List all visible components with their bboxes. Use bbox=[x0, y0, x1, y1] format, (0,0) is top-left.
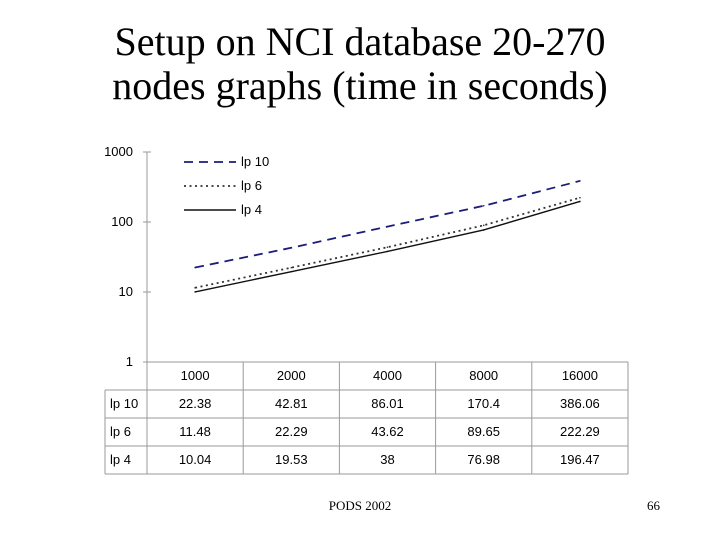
data-point bbox=[482, 229, 485, 231]
table-cell: 386.06 bbox=[560, 396, 600, 411]
y-tick-label: 1000 bbox=[104, 144, 133, 159]
series-line-lp-10 bbox=[194, 180, 581, 269]
table-cell: 86.01 bbox=[371, 396, 404, 411]
data-point bbox=[579, 200, 581, 203]
table-cell: 11.48 bbox=[179, 424, 211, 439]
data-point bbox=[194, 287, 196, 289]
table-cell: 89.65 bbox=[467, 424, 500, 439]
category-label: 2000 bbox=[277, 368, 306, 383]
slide-title-line-1: Setup on NCI database 20-270 bbox=[114, 19, 606, 64]
category-label: 8000 bbox=[469, 368, 498, 383]
footer-text: PODS 2002 bbox=[328, 498, 392, 513]
category-label: 1000 bbox=[181, 368, 210, 383]
legend-label: lp 6 bbox=[241, 178, 262, 193]
table-cell: 10.04 bbox=[179, 452, 212, 467]
data-point bbox=[290, 246, 293, 249]
data-point bbox=[386, 246, 389, 249]
table-cell: 19.53 bbox=[275, 452, 308, 467]
data-point bbox=[482, 224, 485, 227]
category-label: 4000 bbox=[373, 368, 402, 383]
data-point bbox=[579, 180, 581, 182]
y-tick-label: 100 bbox=[111, 214, 133, 229]
data-point bbox=[194, 266, 196, 269]
data-point bbox=[290, 266, 293, 269]
data-point bbox=[386, 225, 389, 228]
slide-title-line-2: nodes graphs (time in seconds) bbox=[112, 63, 608, 108]
table-row-label: lp 10 bbox=[110, 396, 138, 411]
data-point bbox=[290, 270, 293, 273]
data-point bbox=[386, 250, 389, 253]
y-tick-label: 1 bbox=[126, 354, 133, 369]
table-cell: 38 bbox=[380, 452, 394, 467]
slide-title: Setup on NCI database 20-270 nodes graph… bbox=[0, 20, 720, 108]
table-cell: 170.4 bbox=[467, 396, 500, 411]
legend-label: lp 4 bbox=[241, 202, 262, 217]
table-cell: 196.47 bbox=[560, 452, 600, 467]
legend-label: lp 10 bbox=[241, 154, 269, 169]
data-point bbox=[194, 291, 196, 293]
page-number: 66 bbox=[647, 498, 660, 513]
table-row-label: lp 6 bbox=[110, 424, 131, 439]
category-label: 16000 bbox=[562, 368, 598, 383]
table-row-label: lp 4 bbox=[110, 452, 131, 467]
table-cell: 43.62 bbox=[371, 424, 404, 439]
data-point bbox=[579, 196, 581, 199]
table-cell: 76.98 bbox=[467, 452, 500, 467]
table-cell: 222.29 bbox=[560, 424, 600, 439]
y-tick-label: 10 bbox=[119, 284, 133, 299]
table-cell: 22.38 bbox=[179, 396, 212, 411]
table-cell: 22.29 bbox=[275, 424, 308, 439]
data-point bbox=[482, 204, 485, 207]
table-cell: 42.81 bbox=[275, 396, 308, 411]
